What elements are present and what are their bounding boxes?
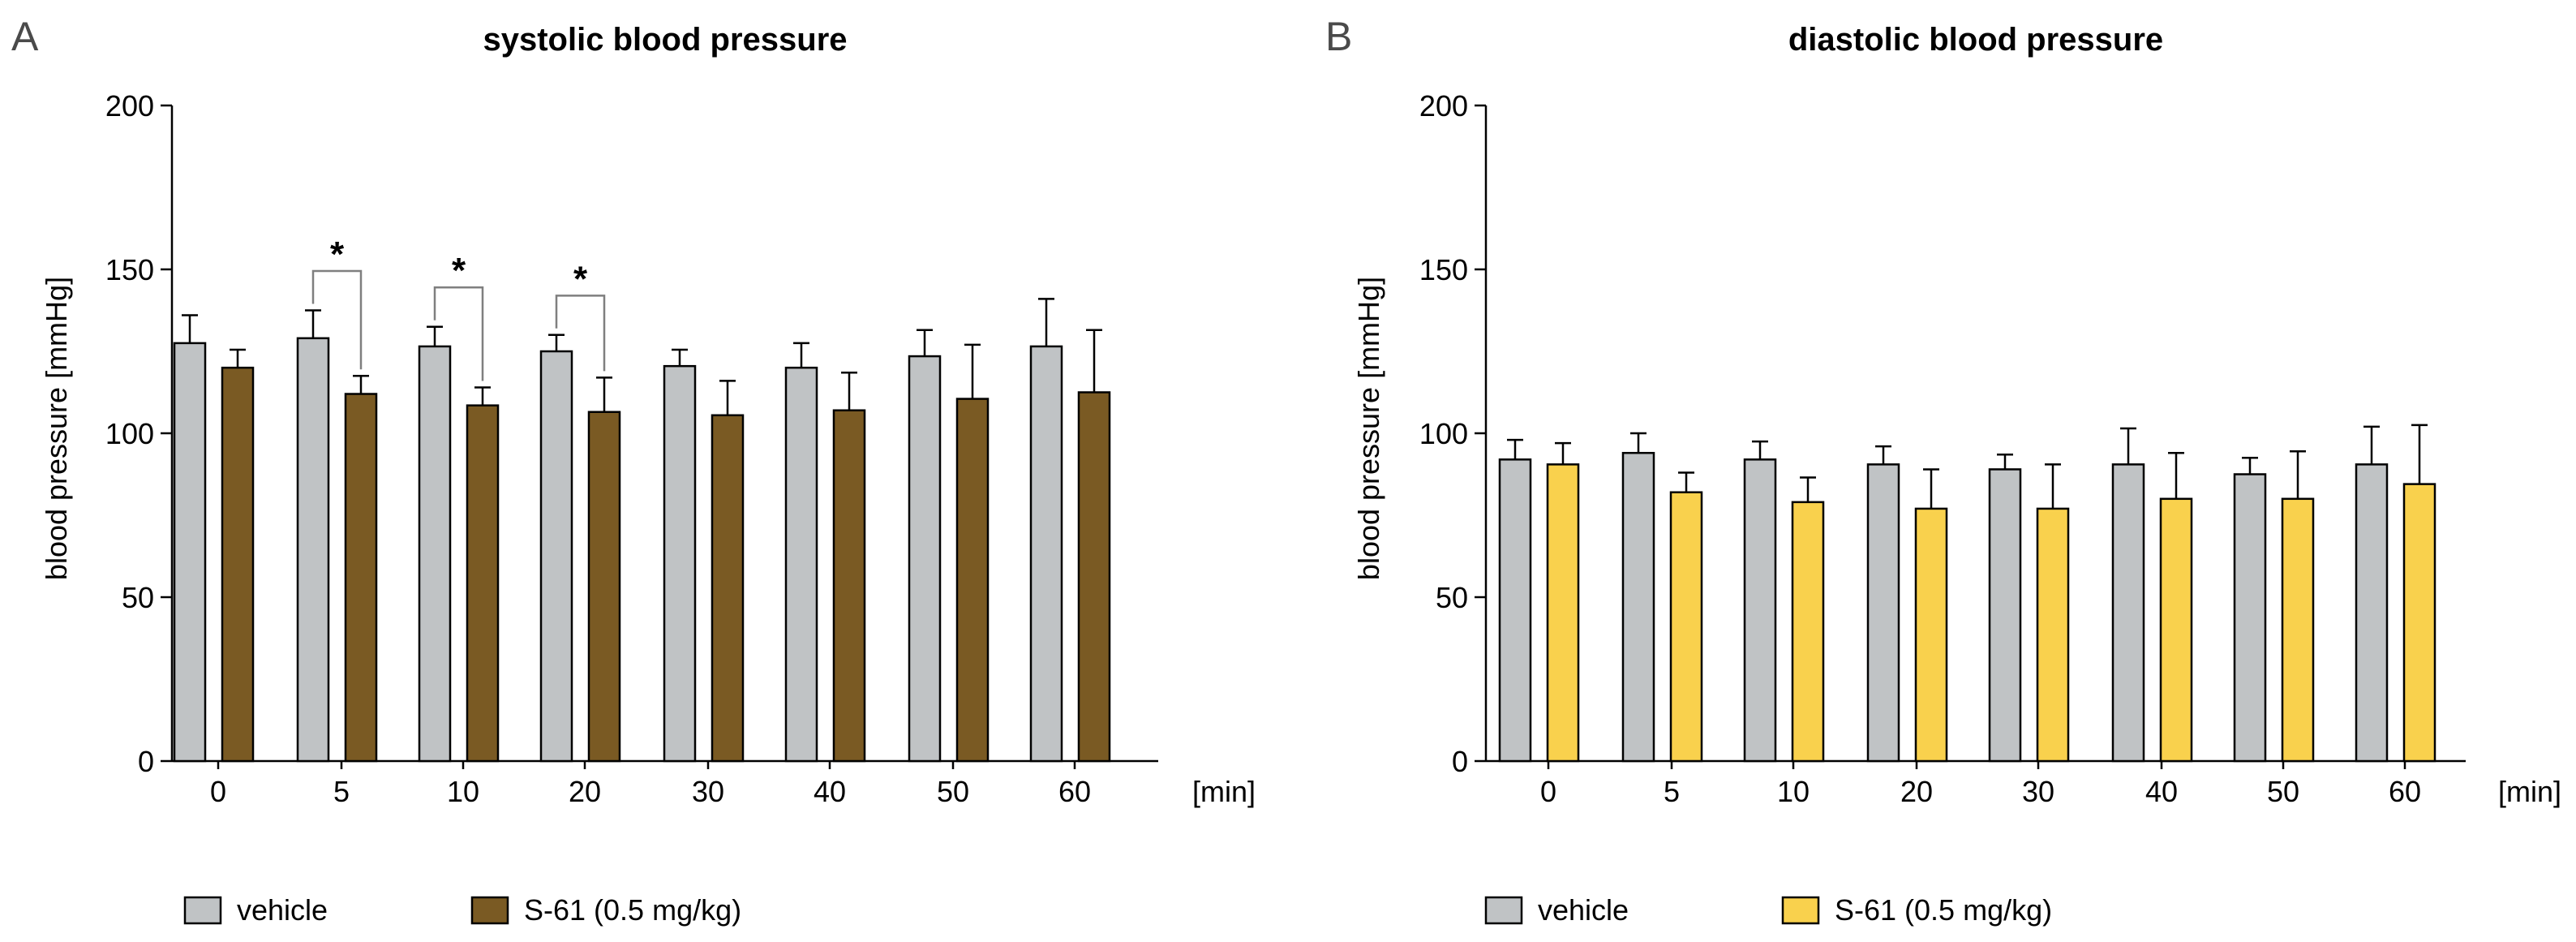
x-tick-label: 30: [2022, 775, 2054, 808]
plot-area: 0 50 100 150 200 0 5 10 20 30 40 50 60 * * *: [105, 89, 1158, 808]
bar-s61: [587, 411, 621, 763]
x-tick-label: 20: [569, 775, 601, 808]
bar-vehicle: [173, 342, 207, 763]
legend-label-vehicle: vehicle: [237, 893, 328, 927]
y-tick-label: 0: [1452, 745, 1468, 778]
y-axis-label: blood pressure [mmHg]: [40, 277, 73, 580]
legend-label-vehicle: vehicle: [1538, 893, 1629, 927]
significance-bracket: [555, 295, 606, 372]
x-axis-label: [min]: [1192, 775, 1256, 808]
bar-vehicle: [2233, 473, 2267, 763]
y-tick-label: 200: [1419, 89, 1468, 123]
y-tick-label: 100: [1419, 417, 1468, 450]
chart-title: systolic blood pressure: [483, 22, 847, 58]
bar-vehicle: [1029, 345, 1063, 763]
legend-label-s61: S-61 (0.5 mg/kg): [1835, 893, 2052, 927]
y-tick-label: 50: [122, 581, 154, 614]
y-tick-label: 0: [138, 745, 154, 778]
bar-s61: [1546, 463, 1580, 763]
x-tick-label: 0: [1540, 775, 1556, 808]
legend-swatch-vehicle: [1484, 896, 1523, 925]
x-tick-label: 50: [2267, 775, 2299, 808]
y-tick-label: 100: [105, 417, 154, 450]
x-tick-label: 5: [333, 775, 350, 808]
x-tick-label: 20: [1900, 775, 1933, 808]
bar-vehicle: [1621, 451, 1655, 763]
bar-vehicle: [539, 350, 573, 763]
bar-s61: [832, 409, 866, 763]
legend-swatch-s61: [470, 896, 509, 925]
bar-s61: [955, 398, 990, 763]
bar-s61: [2281, 497, 2315, 763]
x-tick-label: 50: [937, 775, 969, 808]
legend-swatch-s61: [1781, 896, 1820, 925]
significance-bracket: [433, 286, 484, 381]
bar-s61: [1791, 501, 1825, 763]
panel-label: A: [11, 14, 39, 59]
panel-b-diastolic: B diastolic blood pressure blood pressur…: [1325, 14, 2561, 927]
bar-vehicle: [784, 366, 818, 763]
chart-title: diastolic blood pressure: [1788, 22, 2163, 58]
bar-s61: [1669, 491, 1703, 763]
bar-s61: [2036, 507, 2070, 763]
bar-s61: [466, 404, 500, 763]
panel-label: B: [1325, 14, 1352, 59]
plot-area: 0 50 100 150 200 0 5 10 20 30 40 50 60: [1419, 89, 2466, 808]
x-tick-label: 60: [1058, 775, 1091, 808]
y-tick-label: 150: [105, 253, 154, 286]
bar-vehicle: [2355, 463, 2389, 763]
x-tick-label: 40: [2145, 775, 2178, 808]
x-tick-label: 10: [1777, 775, 1810, 808]
x-tick-label: 10: [447, 775, 479, 808]
legend-swatch-vehicle: [183, 896, 222, 925]
x-tick-label: 60: [2389, 775, 2421, 808]
significance-star: *: [330, 234, 345, 274]
bar-s61: [1914, 507, 1948, 763]
y-tick-label: 200: [105, 89, 154, 123]
bar-vehicle: [663, 364, 697, 763]
panel-a-systolic: A systolic blood pressure blood pressure…: [11, 14, 1256, 927]
bar-s61: [2159, 497, 2193, 763]
x-tick-label: 40: [814, 775, 846, 808]
bar-vehicle: [2111, 463, 2145, 763]
bar-vehicle: [418, 345, 452, 763]
x-tick-label: 0: [210, 775, 226, 808]
bar-s61: [344, 393, 378, 763]
significance-star: *: [573, 259, 588, 299]
bar-vehicle: [908, 355, 942, 763]
bar-s61: [711, 414, 745, 763]
legend-label-s61: S-61 (0.5 mg/kg): [524, 893, 741, 927]
bar-s61: [221, 366, 255, 763]
x-tick-label: 5: [1664, 775, 1680, 808]
x-tick-label: 30: [692, 775, 724, 808]
bar-s61: [2402, 483, 2436, 763]
bar-vehicle: [296, 337, 330, 763]
bar-vehicle: [1743, 458, 1777, 763]
y-tick-label: 50: [1436, 581, 1468, 614]
significance-bracket: [311, 269, 363, 370]
bar-s61: [1077, 391, 1111, 763]
bar-vehicle: [1988, 468, 2022, 763]
x-axis-label: [min]: [2498, 775, 2561, 808]
bar-vehicle: [1866, 463, 1900, 763]
significance-star: *: [452, 251, 466, 290]
y-tick-label: 150: [1419, 253, 1468, 286]
bar-vehicle: [1498, 458, 1532, 763]
y-axis-label: blood pressure [mmHg]: [1352, 277, 1385, 580]
